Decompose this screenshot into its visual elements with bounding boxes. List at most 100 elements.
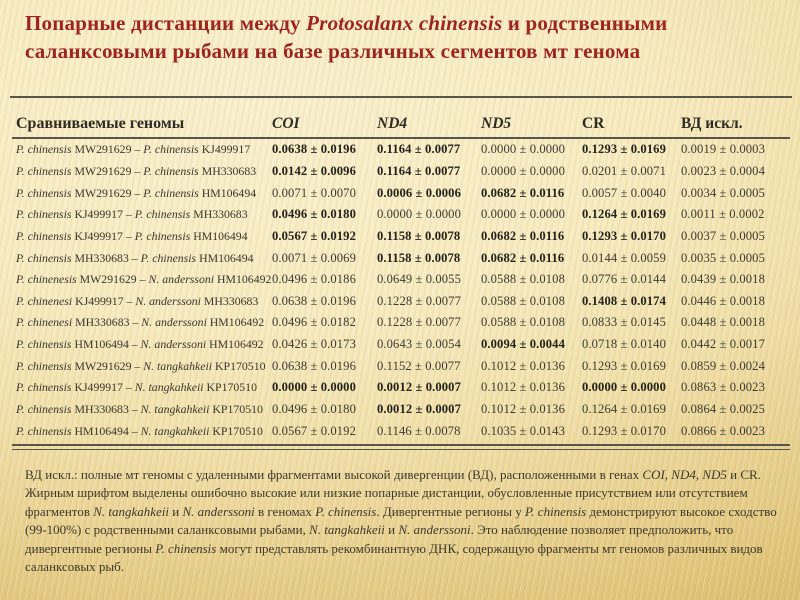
column-header-cr: CR: [582, 115, 605, 132]
distance-value: 0.0000 ± 0.0000: [377, 207, 461, 222]
distance-value: 0.0638 ± 0.0196: [272, 358, 356, 373]
table-row: P. chinenesi MH330683 – N. anderssoni HM…: [12, 315, 790, 330]
title-divider: [10, 96, 792, 98]
genome-pair-label: P. chinensis MW291629 – P. chinensis KJ4…: [16, 142, 251, 157]
genome-pair-label: P. chinensis HM106494 – N. anderssoni HM…: [16, 337, 264, 352]
table-row: P. chinensis HM106494 – N. anderssoni HM…: [12, 337, 790, 352]
distance-value: 0.0012 ± 0.0007: [377, 380, 461, 395]
distance-value: 0.0006 ± 0.0006: [377, 185, 461, 200]
distance-value: 0.0866 ± 0.0023: [681, 423, 765, 438]
distance-value: 0.0071 ± 0.0069: [272, 250, 356, 265]
table-row: P. chinensis MW291629 – N. tangkahkeii K…: [12, 359, 790, 374]
table-row: P. chinensis MH330683 – N. tangkahkeii K…: [12, 402, 790, 417]
table-row: P. chinensis KJ499917 – N. tangkahkeii K…: [12, 380, 790, 395]
distance-value: 0.1228 ± 0.0077: [377, 315, 461, 330]
distance-value: 0.0144 ± 0.0059: [582, 250, 666, 265]
distance-value: 0.0000 ± 0.0000: [481, 207, 565, 222]
distance-value: 0.0035 ± 0.0005: [681, 250, 765, 265]
distance-value: 0.0071 ± 0.0070: [272, 185, 356, 200]
genome-pair-label: P. chinensis MW291629 – P. chinensis MH3…: [16, 163, 257, 178]
footnote: ВД искл.: полные мт геномы с удаленными …: [25, 467, 777, 575]
distance-value: 0.0000 ± 0.0000: [272, 380, 356, 395]
distance-value: 0.0011 ± 0.0002: [681, 207, 765, 222]
distance-value: 0.0718 ± 0.0140: [582, 337, 666, 352]
genome-pair-label: P. chinensis KJ499917 – P. chinensis HM1…: [16, 228, 248, 243]
distance-value: 0.0012 ± 0.0007: [377, 402, 461, 416]
table-row: P. chinensis MW291629 – P. chinensis HM1…: [12, 186, 790, 201]
distance-value: 0.0567 ± 0.0192: [272, 423, 356, 438]
distance-value: 0.0201 ± 0.0071: [582, 163, 666, 178]
distance-value: 0.0439 ± 0.0018: [681, 272, 765, 287]
distance-value: 0.1146 ± 0.0078: [377, 423, 461, 438]
genome-pair-label: P. chinensis MH330683 – P. chinensis HM1…: [16, 250, 254, 265]
distance-value: 0.0864 ± 0.0025: [681, 402, 765, 416]
distance-value: 0.0094 ± 0.0044: [481, 337, 565, 352]
distance-value: 0.0496 ± 0.0186: [272, 272, 356, 287]
distance-value: 0.0588 ± 0.0108: [481, 315, 565, 330]
genome-pair-label: P. chinensis MW291629 – P. chinensis HM1…: [16, 185, 257, 200]
distance-value: 0.0034 ± 0.0005: [681, 185, 765, 200]
genome-pair-label: P. chinenesis MW291629 – N. anderssoni H…: [16, 272, 272, 287]
table-row: P. chinensis MH330683 – P. chinensis HM1…: [12, 251, 790, 266]
distance-value: 0.0496 ± 0.0182: [272, 315, 356, 330]
table-row: P. chinensis MW291629 – P. chinensis MH3…: [12, 164, 790, 179]
column-header-genomes: Сравниваемые геномы: [16, 115, 185, 132]
table-header-row: Сравниваемые геномы COI ND4 ND5 CR ВД ис…: [12, 104, 790, 136]
distance-value: 0.0000 ± 0.0000: [481, 142, 565, 157]
genome-pair-label: P. chinensis MW291629 – N. tangkahkeii K…: [16, 358, 266, 373]
distance-value: 0.0023 ± 0.0004: [681, 163, 765, 178]
distance-value: 0.1164 ± 0.0077: [377, 163, 461, 178]
column-header-nd5: ND5: [481, 115, 512, 132]
distance-value: 0.1158 ± 0.0078: [377, 250, 461, 265]
distance-value: 0.0776 ± 0.0144: [582, 272, 666, 287]
distance-value: 0.1012 ± 0.0136: [481, 402, 565, 416]
header-divider: [12, 137, 790, 139]
distance-value: 0.1012 ± 0.0136: [481, 380, 565, 395]
table-bottom-divider: [12, 444, 790, 450]
distance-value: 0.0643 ± 0.0054: [377, 337, 461, 352]
distance-value: 0.0426 ± 0.0173: [272, 337, 356, 352]
distance-value: 0.0567 ± 0.0192: [272, 228, 356, 243]
distance-value: 0.1264 ± 0.0169: [582, 207, 666, 222]
distance-value: 0.0833 ± 0.0145: [582, 315, 666, 330]
distance-value: 0.1408 ± 0.0174: [582, 293, 666, 308]
column-header-coi: COI: [272, 115, 300, 132]
distance-value: 0.1293 ± 0.0170: [582, 228, 666, 243]
table-row: P. chinenesi KJ499917 – N. anderssoni MH…: [12, 294, 790, 309]
distance-value: 0.0037 ± 0.0005: [681, 228, 765, 243]
genome-pair-label: P. chinensis KJ499917 – P. chinensis MH3…: [16, 207, 248, 222]
distance-value: 0.1012 ± 0.0136: [481, 358, 565, 373]
distance-value: 0.1293 ± 0.0169: [582, 358, 666, 373]
distance-value: 0.0638 ± 0.0196: [272, 142, 356, 157]
distance-value: 0.1293 ± 0.0170: [582, 423, 666, 438]
distance-value: 0.1158 ± 0.0078: [377, 228, 461, 243]
genome-pair-label: P. chinenesi KJ499917 – N. anderssoni MH…: [16, 293, 259, 308]
distance-table: Сравниваемые геномы COI ND4 ND5 CR ВД ис…: [12, 104, 790, 450]
distance-value: 0.1152 ± 0.0077: [377, 358, 461, 373]
distance-value: 0.0496 ± 0.0180: [272, 402, 356, 416]
table-row: P. chinensis MW291629 – P. chinensis KJ4…: [12, 142, 790, 157]
genome-pair-label: P. chinensis HM106494 – N. tangkahkeii K…: [16, 423, 263, 438]
table-body: P. chinensis MW291629 – P. chinensis KJ4…: [12, 139, 790, 442]
distance-value: 0.0682 ± 0.0116: [481, 250, 565, 265]
distance-value: 0.1293 ± 0.0169: [582, 142, 666, 157]
distance-value: 0.0682 ± 0.0116: [481, 228, 565, 243]
distance-value: 0.0588 ± 0.0108: [481, 272, 565, 287]
distance-value: 0.0142 ± 0.0096: [272, 163, 356, 178]
table-row: P. chinenesis MW291629 – N. anderssoni H…: [12, 272, 790, 287]
distance-value: 0.0446 ± 0.0018: [681, 293, 765, 308]
distance-value: 0.0019 ± 0.0003: [681, 142, 765, 157]
genome-pair-label: P. chinensis KJ499917 – N. tangkahkeii K…: [16, 380, 257, 395]
distance-value: 0.0442 ± 0.0017: [681, 337, 765, 352]
distance-value: 0.1228 ± 0.0077: [377, 293, 461, 308]
distance-value: 0.0588 ± 0.0108: [481, 293, 565, 308]
table-row: P. chinensis HM106494 – N. tangkahkeii K…: [12, 424, 790, 439]
table-row: P. chinensis KJ499917 – P. chinensis HM1…: [12, 229, 790, 244]
distance-value: 0.0057 ± 0.0040: [582, 185, 666, 200]
distance-value: 0.0000 ± 0.0000: [582, 380, 666, 395]
genome-pair-label: P. chinensis MH330683 – N. tangkahkeii K…: [16, 402, 263, 416]
distance-value: 0.0000 ± 0.0000: [481, 163, 565, 178]
column-header-nd4: ND4: [377, 115, 408, 132]
distance-value: 0.0649 ± 0.0055: [377, 272, 461, 287]
